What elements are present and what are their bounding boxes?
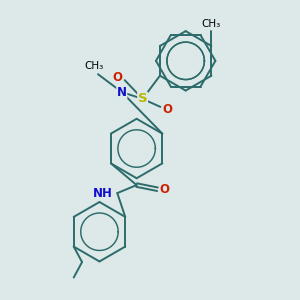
Text: O: O [112, 71, 122, 84]
Text: S: S [138, 92, 147, 105]
Text: O: O [159, 183, 169, 196]
Text: CH₃: CH₃ [202, 19, 221, 29]
Text: NH: NH [93, 187, 113, 200]
Text: CH₃: CH₃ [85, 61, 104, 71]
Text: O: O [163, 103, 173, 116]
Text: N: N [117, 85, 127, 98]
